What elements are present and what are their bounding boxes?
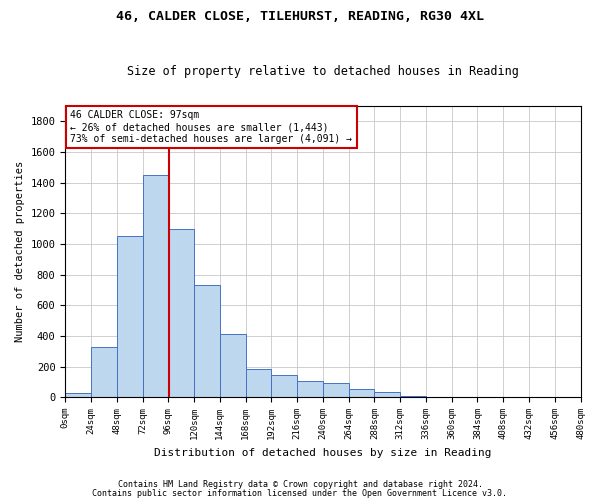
- Bar: [349, 389, 374, 397]
- Bar: [297, 381, 323, 397]
- Bar: [91, 346, 117, 397]
- X-axis label: Distribution of detached houses by size in Reading: Distribution of detached houses by size …: [154, 448, 491, 458]
- Text: Contains public sector information licensed under the Open Government Licence v3: Contains public sector information licen…: [92, 488, 508, 498]
- Bar: [323, 384, 349, 397]
- Bar: [271, 375, 297, 397]
- Y-axis label: Number of detached properties: Number of detached properties: [15, 161, 25, 342]
- Text: 46 CALDER CLOSE: 97sqm
← 26% of detached houses are smaller (1,443)
73% of semi-: 46 CALDER CLOSE: 97sqm ← 26% of detached…: [70, 110, 352, 144]
- Title: Size of property relative to detached houses in Reading: Size of property relative to detached ho…: [127, 66, 519, 78]
- Bar: [65, 392, 91, 397]
- Bar: [374, 392, 400, 397]
- Bar: [143, 175, 169, 397]
- Bar: [117, 236, 143, 397]
- Bar: [220, 334, 245, 397]
- Text: Contains HM Land Registry data © Crown copyright and database right 2024.: Contains HM Land Registry data © Crown c…: [118, 480, 482, 489]
- Bar: [169, 228, 194, 397]
- Bar: [400, 396, 426, 397]
- Bar: [194, 286, 220, 397]
- Bar: [245, 369, 271, 397]
- Text: 46, CALDER CLOSE, TILEHURST, READING, RG30 4XL: 46, CALDER CLOSE, TILEHURST, READING, RG…: [116, 10, 484, 23]
